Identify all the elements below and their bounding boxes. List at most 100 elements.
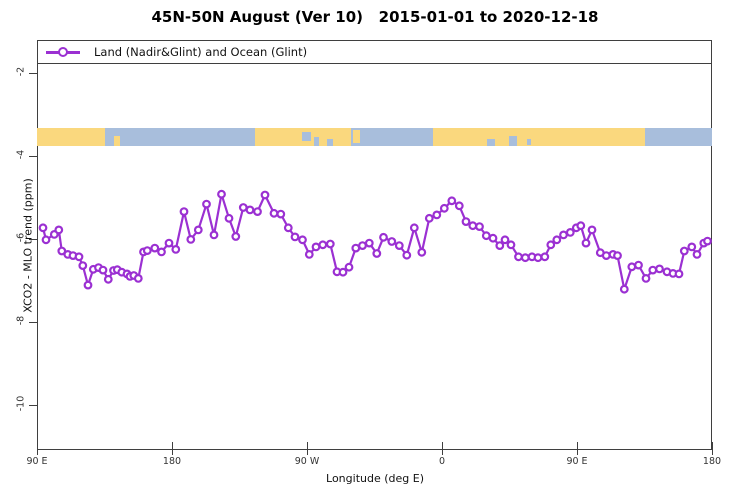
y-axis-tick-label: -2 [15,66,27,77]
data-point-marker [703,236,712,246]
data-point-marker [276,209,286,219]
data-point-marker [439,203,449,213]
data-point-marker [587,225,597,235]
data-point-marker [193,225,203,235]
data-point-marker [260,190,270,200]
latitude-band-map-strip [37,128,712,146]
x-axis-tick-label: 180 [162,456,182,467]
data-point-marker [98,265,108,275]
data-point-marker [83,280,93,290]
x-axis-tick [171,442,173,455]
x-axis-tick-label: 0 [438,456,446,467]
map-strip-land-segment [433,128,646,146]
data-point-marker [372,249,382,258]
x-axis-tick-label: 90 E [26,456,48,467]
data-point-marker [318,240,328,250]
map-strip-ocean-segment [350,128,433,146]
data-point-marker [648,265,658,275]
data-point-marker [74,252,84,262]
map-strip-ocean-segment [313,137,319,146]
data-point-marker [520,253,530,263]
x-axis-tick [711,442,713,455]
data-point-marker [576,221,586,231]
data-point-marker [687,242,697,252]
map-strip-land-segment [352,129,361,144]
data-point-marker [283,223,293,233]
legend-circle-marker-icon [58,47,68,57]
data-point-marker [634,260,643,270]
data-point-marker [379,232,388,242]
map-strip-ocean-segment [645,128,712,146]
data-point-marker [409,223,419,233]
map-strip-ocean-segment [526,138,532,146]
x-axis-tick [36,442,38,455]
x-axis-tick [306,442,308,455]
data-point-marker [655,264,664,274]
data-point-marker [209,230,219,240]
data-point-marker [231,232,241,241]
data-point-marker [179,207,189,217]
map-strip-ocean-segment [301,131,311,141]
y-axis-tick [29,155,37,157]
data-point-marker [133,274,143,283]
x-axis-title: Longitude (deg E) [326,472,424,485]
data-point-marker [447,196,457,206]
data-point-marker [417,247,427,257]
data-point-marker [54,225,64,235]
y-axis-tick [29,321,37,323]
data-point-marker [533,253,543,263]
data-point-marker [364,238,374,248]
map-strip-land-segment [37,128,106,146]
map-strip-land-segment [114,136,120,146]
x-axis-tick-label: 90 W [294,456,320,467]
x-axis-tick-label: 180 [702,456,722,467]
data-point-marker [245,205,255,215]
data-point-marker [38,223,48,233]
legend-box: Land (Nadir&Glint) and Ocean (Glint) [37,40,712,64]
data-point-marker [475,222,484,232]
map-strip-ocean-segment [105,128,255,146]
data-point-marker [679,246,689,256]
data-point-marker [311,242,321,252]
data-series-line [41,192,709,294]
map-strip-ocean-segment [508,136,517,146]
data-point-marker [150,243,160,253]
legend-series-symbol [46,47,80,57]
data-point-marker [290,232,300,242]
map-strip-ocean-segment [487,138,496,146]
x-axis-tick-label: 90 E [566,456,588,467]
data-point-marker [217,189,226,199]
data-point-marker [202,199,211,209]
data-point-marker [432,210,442,220]
data-point-marker [546,240,556,250]
data-point-marker [468,221,478,231]
data-point-marker [674,269,684,279]
y-axis-tick-label: -10 [15,395,27,412]
data-point-marker [613,251,622,261]
data-point-marker [552,235,562,245]
data-point-marker [304,249,314,259]
data-point-marker [692,249,702,259]
data-point-marker [581,238,591,248]
data-point-marker [402,250,412,260]
x-axis-tick [441,442,443,455]
y-axis-tick-label: -8 [15,315,27,326]
data-point-marker [619,284,629,294]
data-point-marker [344,262,354,272]
data-point-marker [514,252,523,262]
chart-title: 45N-50N August (Ver 10) 2015-01-01 to 20… [151,8,599,26]
data-point-marker [394,241,404,251]
data-point-marker [540,252,550,262]
y-axis-tick [29,238,37,240]
data-point-marker [559,230,568,240]
legend-label: Land (Nadir&Glint) and Ocean (Glint) [94,45,308,59]
data-point-marker [186,234,196,244]
data-point-marker [506,240,516,250]
data-point-marker [461,217,471,227]
data-point-marker [103,274,113,284]
map-strip-ocean-segment [326,138,333,146]
data-point-marker [387,237,397,246]
data-point-marker [41,235,51,245]
